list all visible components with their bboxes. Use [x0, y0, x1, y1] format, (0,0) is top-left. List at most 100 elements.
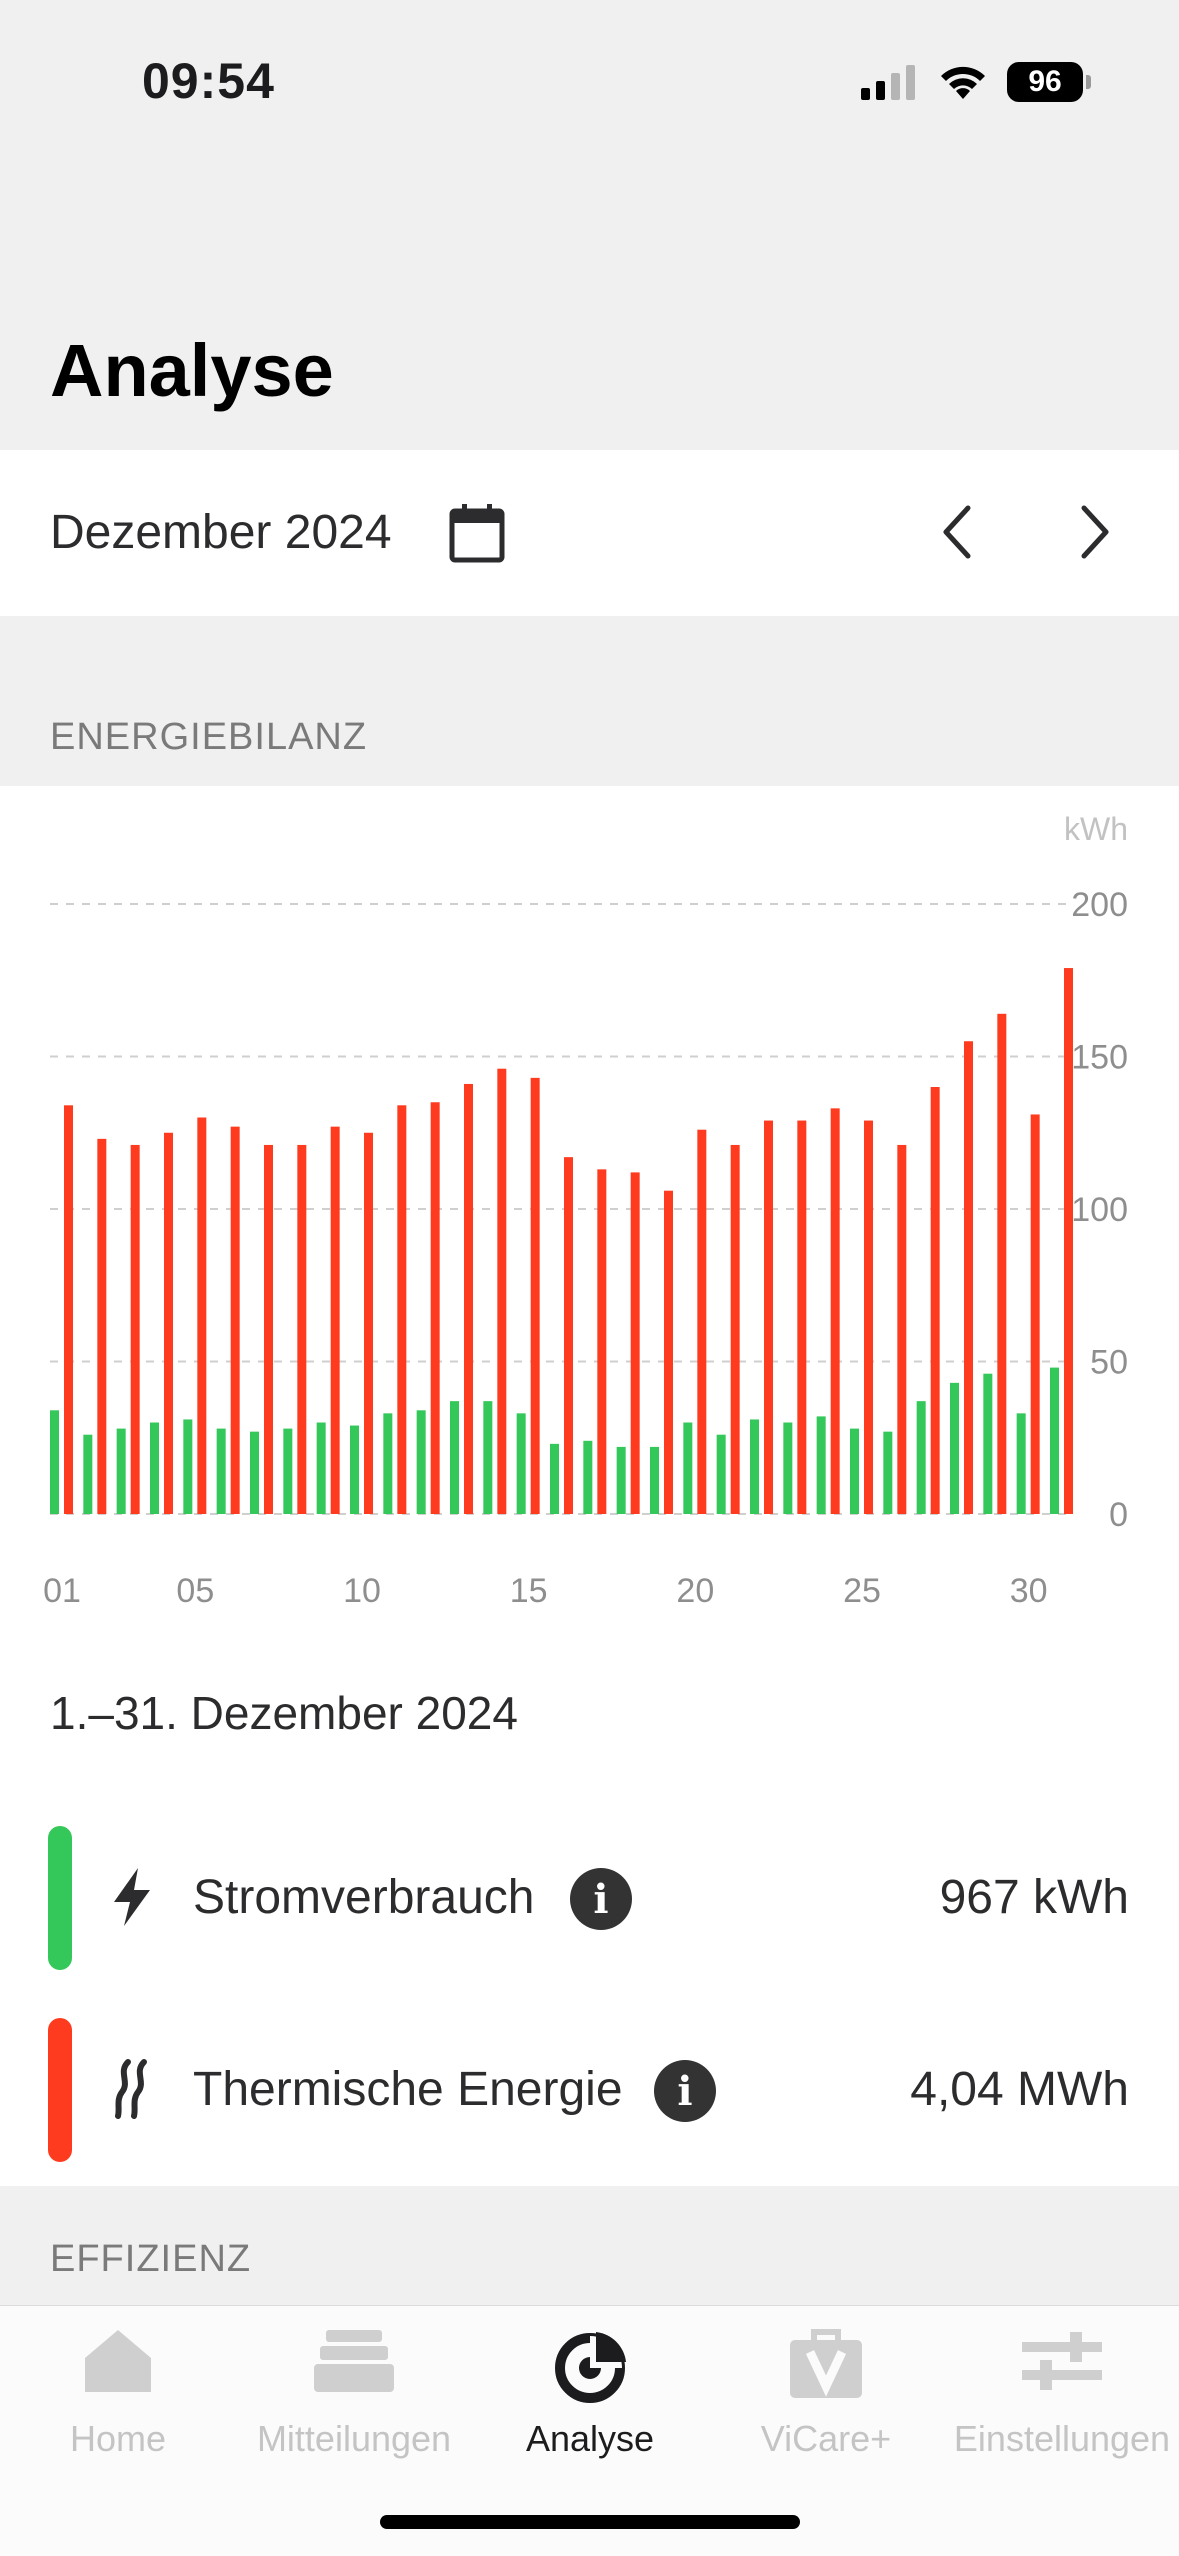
tab-messages[interactable]: Mitteilungen [236, 2306, 472, 2466]
bar-electricity [550, 1443, 559, 1514]
bar-thermal [664, 1190, 673, 1514]
status-bar: 09:54 96 [0, 0, 1179, 170]
bar-thermal [164, 1132, 173, 1514]
tab-home[interactable]: Home [0, 2306, 236, 2466]
bar-thermal [830, 1108, 840, 1514]
bar-electricity [216, 1428, 226, 1514]
bar-thermal [464, 1083, 473, 1514]
energy-bar-chart[interactable]: kWh 0 50 100 150 200 01 05 10 15 20 25 30 [0, 786, 1179, 1636]
bar-electricity [50, 1410, 59, 1514]
bar-thermal [930, 1087, 940, 1514]
bar-thermal [730, 1144, 740, 1514]
bar-thermal [130, 1144, 140, 1514]
tab-label: Analyse [525, 2418, 655, 2459]
chevron-right-icon [1081, 505, 1109, 559]
bar-thermal [97, 1138, 107, 1514]
info-icon[interactable]: i [654, 2060, 716, 2122]
bar-thermal [330, 1126, 340, 1514]
battery-icon: 96 [1007, 62, 1091, 102]
bar-electricity [616, 1446, 626, 1514]
bar-thermal [1030, 1114, 1040, 1514]
y-tick-label: 100 [1071, 1191, 1128, 1229]
next-month-button[interactable] [1056, 494, 1132, 570]
messages-icon [314, 2330, 394, 2392]
bar-thermal [364, 1132, 373, 1514]
tab-label: Home [69, 2418, 167, 2459]
thermal-color-bar [48, 2018, 72, 2162]
y-tick-label: 0 [1109, 1496, 1128, 1534]
bar-thermal [64, 1105, 73, 1514]
status-time: 09:54 [142, 53, 275, 109]
bar-electricity [1050, 1367, 1059, 1514]
bar-electricity [150, 1422, 159, 1514]
bar-electricity [1016, 1413, 1026, 1514]
section-header-efficiency: EFFIZIENZ [50, 2238, 252, 2280]
bar-thermal [397, 1105, 407, 1514]
bar-electricity [383, 1413, 393, 1514]
bar-electricity [783, 1422, 793, 1514]
legend-item-thermal: Thermische Energie i 4,04 MWh [0, 2018, 1179, 2162]
bar-thermal [497, 1068, 507, 1514]
x-tick-label: 05 [176, 1572, 214, 1610]
cellular-signal-icon [861, 65, 915, 100]
analysis-icon [555, 2332, 626, 2403]
bar-electricity [483, 1401, 493, 1514]
bar-electricity [316, 1422, 326, 1514]
bar-thermal [564, 1157, 573, 1514]
bar-thermal [297, 1144, 307, 1514]
electricity-color-bar [48, 1826, 72, 1970]
tab-analysis[interactable]: Analyse [472, 2306, 708, 2466]
bar-thermal [630, 1172, 640, 1514]
page-title: Analyse [50, 329, 334, 412]
legend-item-electricity: Stromverbrauch i 967 kWh [0, 1826, 1179, 1970]
bar-electricity [450, 1401, 459, 1514]
bar-thermal [764, 1120, 773, 1514]
lightning-icon [114, 1868, 150, 1926]
bar-thermal [864, 1120, 873, 1514]
wifi-icon [941, 66, 985, 99]
bar-electricity [183, 1419, 193, 1514]
battery-level: 96 [1028, 65, 1062, 98]
y-axis-unit: kWh [1064, 811, 1128, 847]
bar-thermal [430, 1102, 440, 1514]
y-tick-label: 50 [1090, 1344, 1128, 1382]
tab-settings[interactable]: Einstellungen [944, 2306, 1179, 2466]
bar-electricity [583, 1440, 593, 1514]
bar-electricity [416, 1410, 426, 1514]
bar-electricity [283, 1428, 293, 1514]
tab-vicare-plus[interactable]: ViCare+ [708, 2306, 944, 2466]
legend-value: 967 kWh [939, 1871, 1129, 1924]
bar-electricity [650, 1446, 659, 1514]
y-tick-label: 150 [1071, 1039, 1128, 1077]
energy-chart-card: kWh 0 50 100 150 200 01 05 10 15 20 25 30 1.–31. Dez… [0, 786, 1179, 2186]
previous-month-button[interactable] [920, 494, 996, 570]
bar-electricity [716, 1434, 726, 1514]
legend-label: Stromverbrauch [193, 1871, 535, 1924]
legend-value: 4,04 MWh [910, 2063, 1129, 2116]
x-tick-label: 01 [43, 1572, 81, 1610]
bar-electricity [916, 1401, 926, 1514]
bar-thermal [197, 1117, 207, 1514]
bar-electricity [950, 1382, 959, 1514]
legend-label: Thermische Energie [193, 2063, 623, 2116]
bar-electricity [683, 1422, 693, 1514]
tab-label: Mitteilungen [256, 2418, 452, 2459]
bar-thermal [697, 1129, 707, 1514]
heat-waves-icon [115, 2059, 147, 2119]
bar-electricity [116, 1428, 126, 1514]
date-label[interactable]: Dezember 2024 [50, 506, 392, 559]
calendar-icon[interactable] [448, 502, 506, 564]
bar-electricity [516, 1413, 526, 1514]
x-tick-label: 10 [343, 1572, 381, 1610]
date-navigation: Dezember 2024 [0, 450, 1179, 616]
info-icon[interactable]: i [570, 1868, 632, 1930]
sliders-icon [1022, 2332, 1102, 2390]
bar-electricity [816, 1416, 826, 1514]
bar-electricity [250, 1431, 259, 1514]
bar-thermal [230, 1126, 240, 1514]
bar-thermal [264, 1144, 273, 1514]
bar-electricity [750, 1419, 759, 1514]
x-tick-label: 15 [510, 1572, 548, 1610]
tab-label: ViCare+ [760, 2418, 892, 2459]
bar-thermal [964, 1041, 973, 1514]
